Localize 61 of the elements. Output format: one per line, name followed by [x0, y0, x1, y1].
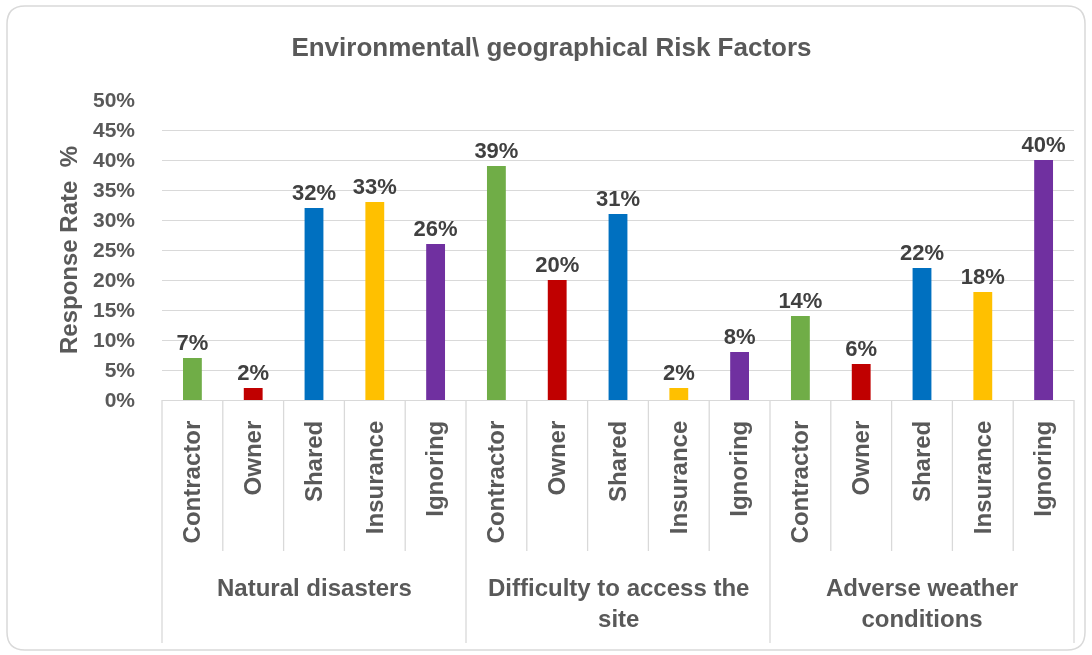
x-tick-label: Ignoring: [1029, 420, 1057, 517]
data-label: 26%: [413, 216, 458, 241]
y-tick-label: 50%: [92, 88, 136, 112]
bar: [486, 166, 506, 400]
text: Natural disasters: [217, 574, 412, 601]
x-tick-label: Shared: [907, 420, 935, 503]
y-tick-label: 10%: [92, 328, 136, 352]
x-tick-label: Contractor: [786, 420, 814, 544]
y-tick-label: 25%: [92, 238, 136, 262]
data-label: 2%: [662, 360, 695, 385]
bar: [851, 364, 871, 400]
y-tick-label: 45%: [92, 118, 136, 142]
y-tick-label: 35%: [92, 178, 136, 202]
bar: [608, 214, 628, 400]
x-tick-label: Ignoring: [421, 420, 449, 517]
y-tick-label: 5%: [104, 358, 136, 382]
bar: [426, 244, 446, 400]
data-label: 31%: [595, 186, 641, 211]
data-label: 40%: [1021, 132, 1066, 157]
bar: [547, 280, 567, 400]
bar: [1034, 160, 1054, 400]
data-label: 18%: [960, 264, 1005, 289]
data-label: 39%: [474, 138, 519, 163]
text: Adverse weather conditions: [826, 574, 1019, 633]
x-tick-label: Shared: [299, 420, 327, 503]
y-tick-label: 30%: [92, 208, 136, 232]
x-tick-label: Insurance: [664, 420, 692, 535]
bar: [365, 202, 385, 400]
bar: [669, 388, 689, 400]
data-label: 14%: [778, 288, 823, 313]
data-label: 2%: [237, 360, 270, 385]
bar: [243, 388, 263, 400]
x-tick-label: Contractor: [482, 420, 510, 544]
bar: [182, 358, 202, 400]
x-tick-label: Owner: [847, 420, 874, 496]
bar: [973, 292, 993, 400]
data-label: 7%: [176, 330, 209, 355]
x-tick-label: Shared: [603, 420, 631, 503]
text: Difficulty to access the site: [488, 574, 750, 633]
x-tick-label: Contractor: [178, 420, 206, 544]
data-label: 8%: [723, 324, 756, 349]
data-label: 22%: [899, 240, 945, 265]
data-label: 33%: [352, 174, 397, 199]
bar: [730, 352, 750, 400]
bar: [790, 316, 810, 400]
y-axis-title: Response Rate %: [55, 145, 83, 355]
data-label: 20%: [535, 252, 580, 277]
x-tick-label: Insurance: [360, 420, 388, 535]
x-tick-label: Insurance: [968, 420, 996, 535]
bar: [304, 208, 324, 400]
y-tick-label: 20%: [92, 268, 136, 292]
y-tick-label: 15%: [92, 298, 136, 322]
x-tick-label: Owner: [543, 420, 570, 496]
data-label: 6%: [845, 336, 878, 361]
chart-title: Environmental\ geographical Risk Factors: [291, 32, 812, 63]
y-tick-label: 40%: [92, 148, 136, 172]
bar: [912, 268, 932, 400]
x-tick-label: Ignoring: [725, 420, 753, 517]
x-tick-label: Owner: [239, 420, 266, 496]
y-tick-label: 0%: [104, 388, 136, 412]
data-label: 32%: [291, 180, 337, 205]
